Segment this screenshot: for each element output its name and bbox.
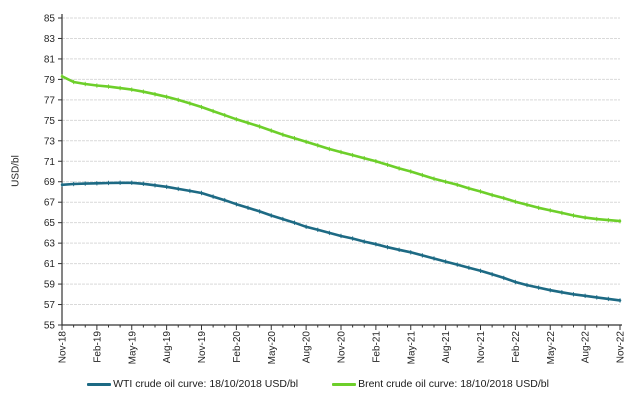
brent-curve-line (60, 75, 622, 223)
y-tick-label: 67 (44, 198, 56, 209)
y-tick-label: 71 (44, 157, 56, 168)
x-tick-label: May-20 (267, 331, 278, 365)
legend-label-brent: Brent crude oil curve: 18/10/2018 USD/bl (358, 378, 549, 390)
y-tick-label: 55 (44, 321, 56, 332)
x-tick-label: Aug-19 (162, 331, 173, 364)
x-tick-label: Nov-20 (337, 331, 348, 364)
x-tick-label: Aug-22 (581, 331, 592, 364)
x-tick-label: Nov-19 (197, 331, 208, 364)
y-axis-title: USD/bl (10, 155, 22, 187)
x-tick-label: Feb-21 (371, 331, 382, 363)
x-tick-label: May-19 (127, 331, 138, 365)
legend-label-wti: WTI crude oil curve: 18/10/2018 USD/bl (113, 378, 299, 390)
x-tick-label: May-21 (406, 331, 417, 365)
y-tick-label: 79 (44, 75, 56, 86)
x-tick-label: Aug-21 (441, 331, 452, 364)
y-tick-label: 73 (44, 136, 56, 147)
wti-line-swatch (87, 382, 112, 386)
x-tick-label: Nov-22 (616, 331, 627, 364)
y-tick-label: 69 (44, 177, 56, 188)
x-tick-label: May-22 (546, 331, 557, 365)
brent-line-swatch (332, 382, 357, 386)
x-tick-label: Feb-22 (511, 331, 522, 363)
y-tick-label: 83 (44, 34, 56, 45)
wti-curve-line (60, 181, 622, 302)
x-tick-label: Nov-18 (58, 331, 69, 364)
y-tick-label: 63 (44, 239, 56, 250)
plot-area: 55 57 59 61 63 65 67 69 71 73 75 77 79 81 83 85 Nov-18 Fe… (44, 14, 627, 365)
x-tick-label: Aug-20 (302, 331, 313, 364)
y-tick-label: 61 (44, 259, 56, 270)
y-tick-label: 81 (44, 54, 56, 65)
legend: WTI crude oil curve: 18/10/2018 USD/bl B… (0, 378, 636, 390)
y-tick-label: 77 (44, 95, 56, 106)
x-tick-label: Nov-21 (476, 331, 487, 364)
x-tick-label: Feb-19 (92, 331, 103, 363)
y-tick-label: 75 (44, 116, 56, 127)
y-tick-label: 59 (44, 280, 56, 291)
legend-item-wti: WTI crude oil curve: 18/10/2018 USD/bl (87, 378, 298, 390)
y-tick-label: 57 (44, 300, 56, 311)
y-tick-label: 85 (44, 14, 56, 25)
x-tick-label: Feb-20 (232, 331, 243, 363)
legend-item-brent: Brent crude oil curve: 18/10/2018 USD/bl (332, 378, 549, 390)
y-tick-label: 65 (44, 218, 56, 229)
